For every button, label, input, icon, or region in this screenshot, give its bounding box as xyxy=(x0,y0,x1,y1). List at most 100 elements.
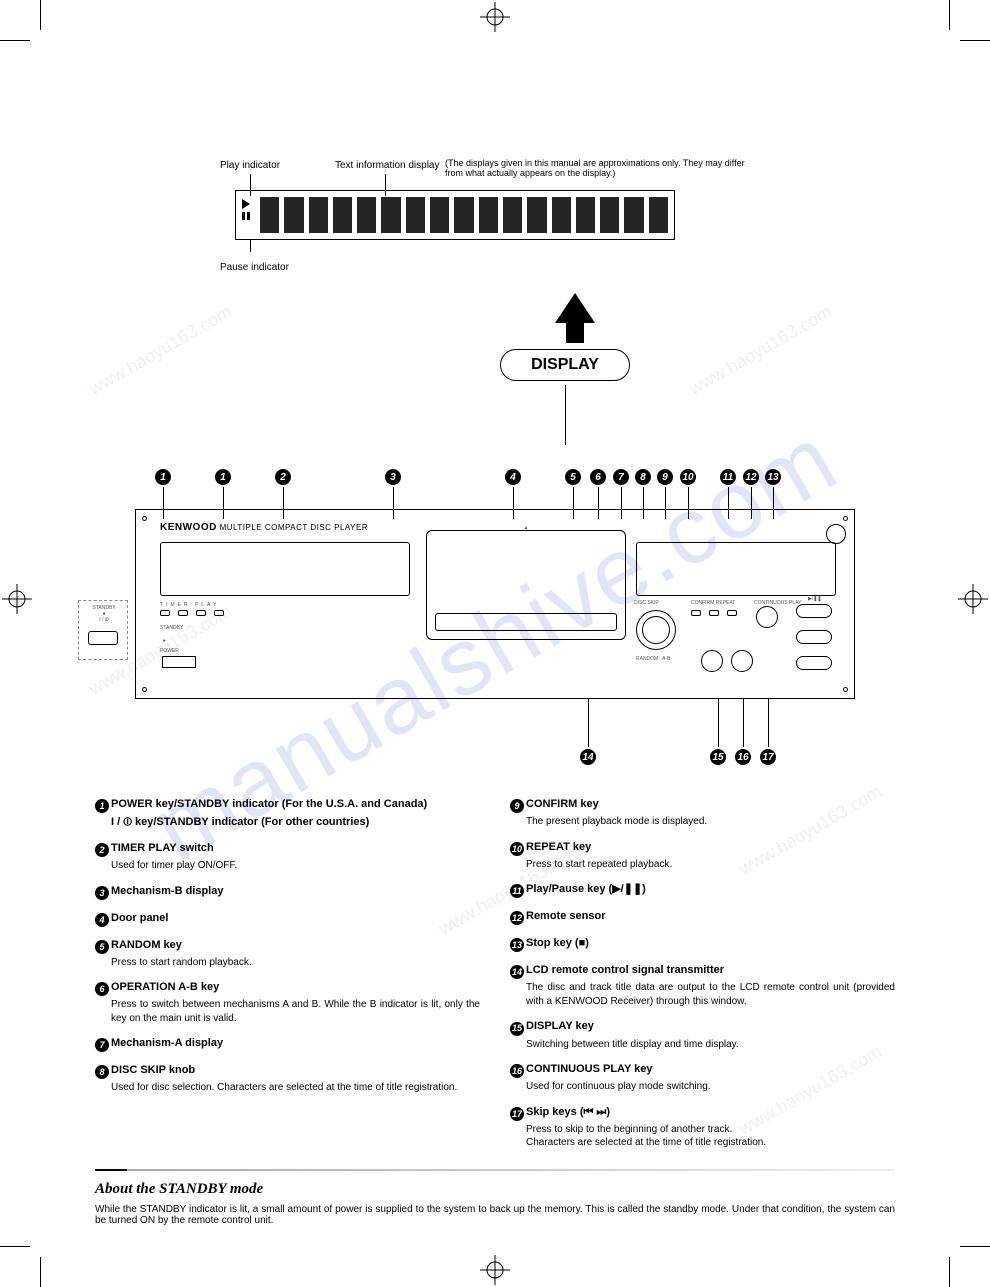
callout-number: 11 xyxy=(720,469,736,485)
text-info-label: Text information display xyxy=(335,160,440,171)
description-heading: 3Mechanism-B display xyxy=(95,884,480,900)
description-heading: 8DISC SKIP knob xyxy=(95,1063,480,1079)
callout-number: 12 xyxy=(743,469,759,485)
callout-number: 4 xyxy=(505,469,521,485)
description-head-text: Door panel xyxy=(111,912,168,924)
callout-number: 17 xyxy=(760,749,776,765)
description-body: Used for disc selection. Characters are … xyxy=(111,1081,480,1095)
description-body: Used for timer play ON/OFF. xyxy=(111,859,480,873)
description-columns: 1POWER key/STANDBY indicator (For the U.… xyxy=(95,797,895,1161)
bullet-number: 8 xyxy=(95,1065,109,1079)
callout-numbers-top: 112345678910111213 xyxy=(95,469,895,509)
description-item: 14LCD remote control signal transmitter T… xyxy=(510,963,895,1008)
description-head-text: DISPLAY key xyxy=(526,1020,594,1032)
leader-line xyxy=(565,385,566,445)
power-pad xyxy=(88,631,118,645)
callout-number: 2 xyxy=(275,469,291,485)
description-item: 15DISPLAY key Switching between title dis… xyxy=(510,1019,895,1051)
display-note: (The displays given in this manual are a… xyxy=(445,158,745,178)
description-column-left: 1POWER key/STANDBY indicator (For the U.… xyxy=(95,797,480,1161)
tiny-labels: CONFIRM REPEAT xyxy=(691,600,735,606)
up-arrow-icon xyxy=(555,293,595,343)
crop-mark xyxy=(949,0,950,30)
registration-mark-icon xyxy=(958,584,988,614)
bullet-number: 11 xyxy=(510,884,524,898)
tiny-labels: ▶/❚❚ xyxy=(808,596,822,602)
description-head-text: TIMER PLAY switch xyxy=(111,842,214,854)
callout-number: 1 xyxy=(155,469,171,485)
callout-number: 10 xyxy=(680,469,696,485)
description-heading: 7Mechanism-A display xyxy=(95,1036,480,1052)
bullet-number: 4 xyxy=(95,913,109,927)
tiny-labels: CONTINUOUS PLAY xyxy=(754,600,801,606)
crop-mark xyxy=(0,1246,30,1247)
description-head-text: DISC SKIP knob xyxy=(111,1064,195,1076)
crop-mark xyxy=(40,0,41,30)
play-icon xyxy=(242,199,250,209)
crop-mark xyxy=(0,40,30,41)
callout-number: 15 xyxy=(710,749,726,765)
display-labels: Play indicator Text information display … xyxy=(95,160,895,190)
description-body: Switching between title display and time… xyxy=(526,1038,895,1052)
bullet-number: 10 xyxy=(510,842,524,856)
description-body: Press to start repeated playback. xyxy=(526,858,895,872)
callout-line xyxy=(588,699,589,747)
tiny-labels: POWER xyxy=(160,648,179,654)
crop-mark xyxy=(960,40,990,41)
description-head-text: LCD remote control signal transmitter xyxy=(526,964,724,976)
description-heading: 12Remote sensor xyxy=(510,909,895,925)
description-body: Press to switch between mechanisms A and… xyxy=(111,998,480,1025)
panel-label: ▲ xyxy=(427,525,625,531)
callout-number: 16 xyxy=(735,749,751,765)
button-row-left xyxy=(160,610,224,616)
play-pause-button-shape xyxy=(796,604,832,618)
description-item: 16CONTINUOUS PLAY keyUsed for continuous… xyxy=(510,1062,895,1094)
bullet-number: 14 xyxy=(510,965,524,979)
description-heading: 15DISPLAY key xyxy=(510,1019,895,1035)
display-panel-diagram xyxy=(235,190,675,240)
crop-mark xyxy=(949,1257,950,1287)
crop-mark xyxy=(960,1246,990,1247)
description-item: 9CONFIRM keyThe present playback mode is… xyxy=(510,797,895,829)
callout-number: 6 xyxy=(590,469,606,485)
screw-hole xyxy=(843,687,848,692)
panel-mechanism-a xyxy=(636,542,836,596)
description-heading: 13Stop key (■) xyxy=(510,936,895,952)
brand-name: KENWOOD xyxy=(160,522,217,533)
description-item: 1POWER key/STANDBY indicator (For the U.… xyxy=(95,797,480,830)
standby-external-box: STANDBY●I / ⏼ xyxy=(78,600,128,660)
description-heading: 1POWER key/STANDBY indicator (For the U.… xyxy=(95,797,480,813)
callout-line xyxy=(768,699,769,747)
description-body: The disc and track title data are output… xyxy=(526,981,895,1008)
callout-line xyxy=(718,699,719,747)
callout-numbers-bottom: 14 15 16 17 xyxy=(95,729,895,769)
screw-hole xyxy=(843,516,848,521)
description-item: 10REPEAT key Press to start repeated play… xyxy=(510,840,895,872)
callout-number: 14 xyxy=(580,749,596,765)
callout-number: 5 xyxy=(565,469,581,485)
bullet-number: 16 xyxy=(510,1064,524,1078)
description-head-text: Mechanism-A display xyxy=(111,1037,223,1049)
description-heading: 10REPEAT key xyxy=(510,840,895,856)
description-item: 12Remote sensor xyxy=(510,909,895,925)
description-item: 17Skip keys (⏮ ⏭)Press to skip to the be… xyxy=(510,1105,895,1150)
tiny-labels: DISC SKIP xyxy=(634,600,659,606)
description-head-text: CONTINUOUS PLAY key xyxy=(526,1063,653,1075)
callout-number: 13 xyxy=(765,469,781,485)
callout-number: 7 xyxy=(613,469,629,485)
callout-number: 3 xyxy=(385,469,401,485)
description-item: 4Door panel xyxy=(95,911,480,927)
description-heading: 17Skip keys (⏮ ⏭) xyxy=(510,1105,895,1121)
continuous-play-knob xyxy=(756,606,778,628)
description-head-text: POWER key/STANDBY indicator (For the U.S… xyxy=(111,798,427,810)
bullet-number: 2 xyxy=(95,843,109,857)
description-head-text: Play/Pause key (▶/❚❚) xyxy=(526,883,646,895)
description-head-text: Remote sensor xyxy=(526,910,605,922)
bullet-number: 1 xyxy=(95,799,109,813)
tiny-labels: STANDBY●I / ⏼ xyxy=(85,605,123,623)
description-heading: 6OPERATION A-B key xyxy=(95,980,480,996)
registration-mark-icon xyxy=(2,584,32,614)
standby-section-body: While the STANDBY indicator is lit, a sm… xyxy=(95,1204,895,1226)
bullet-number: 13 xyxy=(510,938,524,952)
description-heading: 16CONTINUOUS PLAY key xyxy=(510,1062,895,1078)
